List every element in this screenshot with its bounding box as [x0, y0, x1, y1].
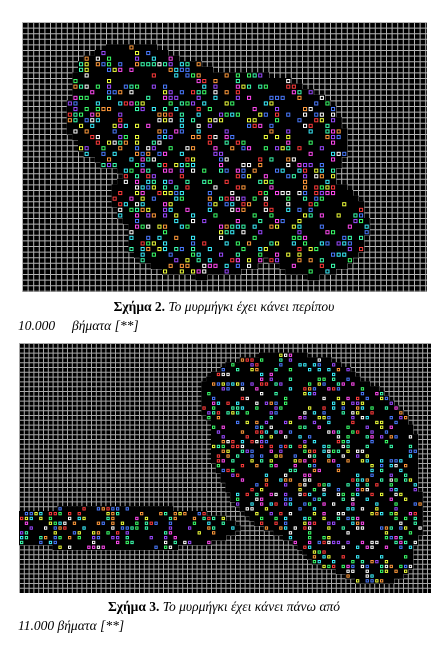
figure-3-caption-steps: βήματα [**] [57, 618, 125, 633]
figure-2-caption-line2: 10.000 βήματα [**] [18, 318, 139, 334]
figure-2-caption: Σχήμα 2. Το μυρμήγκι έχει κάνει περίπου [0, 299, 448, 315]
figure-3-caption: Σχήμα 3. Το μυρμήγκι έχει κάνει πάνω από [0, 599, 448, 615]
figure-3-ant-trail [19, 352, 423, 584]
figure-2-colored-cells [67, 45, 369, 274]
figure-2-image [22, 22, 427, 292]
figure-3-caption-text: Το μυρμήγκι έχει κάνει πάνω από [162, 599, 341, 614]
figure-3-image [19, 343, 431, 593]
figure-2-caption-text: Το μυρμήγκι έχει κάνει περίπου [168, 299, 335, 314]
figure-3-caption-line2: 11.000 βήματα [**] [18, 618, 124, 634]
figure-2-caption-steps: βήματα [**] [72, 318, 139, 333]
figure-2-ant-trail [66, 44, 370, 281]
figure-3-caption-label: Σχήμα 3. [107, 599, 160, 614]
figure-3-colored-cells [20, 353, 422, 583]
figure-2-caption-label: Σχήμα 2. [113, 299, 166, 314]
figure-2-step-count: 10.000 [18, 318, 56, 333]
figure-3-step-count: 11.000 [18, 618, 55, 633]
